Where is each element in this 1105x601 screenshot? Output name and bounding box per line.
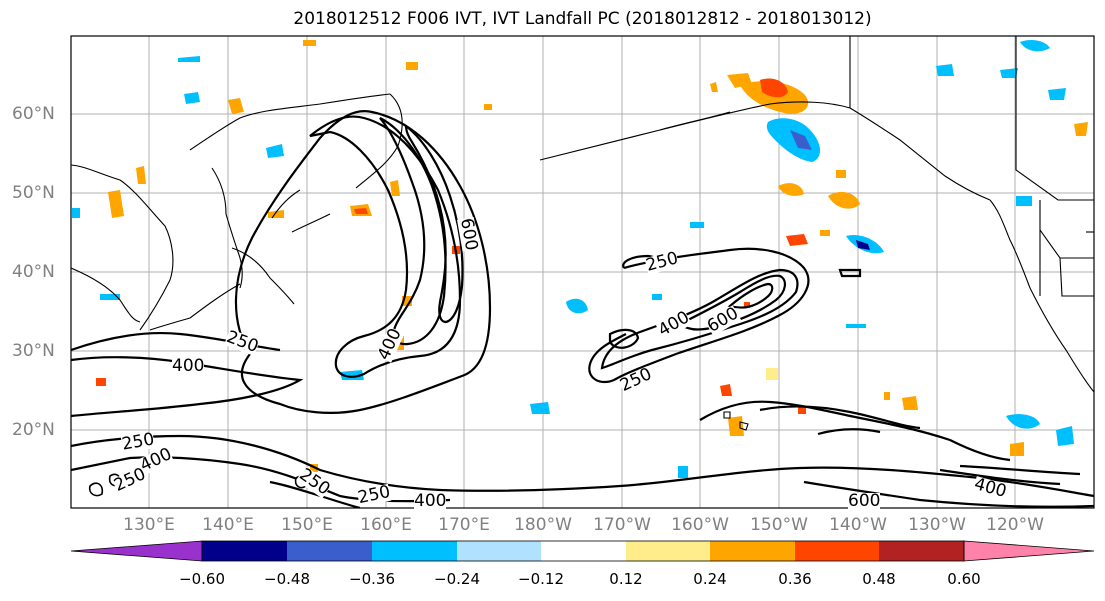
lon-label-170w: 170°W [593, 515, 651, 535]
coastlines [71, 36, 1094, 431]
contour-label: 400 [172, 356, 205, 376]
lon-label-150e: 150°E [281, 515, 333, 535]
colorbar-tick: −0.12 [518, 570, 564, 588]
colorbar-tick: −0.48 [264, 570, 310, 588]
colorbar-seg-10 [963, 540, 1095, 562]
lon-label-180w: 180°W [514, 515, 572, 535]
colorbar-seg-8 [795, 541, 879, 561]
lon-label-120w: 120°W [986, 515, 1044, 535]
lon-label-130w: 130°W [908, 515, 966, 535]
lon-label-150w: 150°W [750, 515, 808, 535]
colorbar-tick: 0.24 [693, 570, 727, 588]
colorbar-seg-3 [372, 541, 457, 561]
colorbar [70, 540, 1095, 562]
lon-label-160w: 160°W [671, 515, 729, 535]
contour-label: 600 [848, 491, 881, 511]
colorbar-seg-6 [626, 541, 710, 561]
colorbar-seg-9 [879, 541, 964, 561]
lat-label-60n: 60°N [12, 104, 55, 124]
lat-label-30n: 30°N [12, 341, 55, 361]
colorbar-seg-2 [287, 541, 372, 561]
colorbar-seg-7 [710, 541, 795, 561]
map-title: 2018012512 F006 IVT, IVT Landfall PC (20… [293, 9, 872, 29]
colorbar-tick: 0.60 [947, 570, 981, 588]
lat-label-20n: 20°N [12, 420, 55, 440]
colorbar-frame [201, 540, 965, 562]
colorbar-tick: 0.48 [862, 570, 896, 588]
contour-label: 400 [414, 491, 447, 511]
colorbar-seg-5 [541, 541, 626, 561]
colorbar-tick: −0.24 [434, 570, 480, 588]
ivt-contours [71, 110, 1094, 508]
lon-label-140w: 140°W [829, 515, 887, 535]
colorbar-tick: −0.36 [349, 570, 395, 588]
colorbar-seg-0 [70, 540, 203, 562]
lon-label-160e: 160°E [360, 515, 412, 535]
lon-label-130e: 130°E [123, 515, 175, 535]
colorbar-seg-1 [202, 541, 287, 561]
lon-label-170e: 170°E [438, 515, 490, 535]
map-frame [70, 35, 1095, 509]
lat-label-50n: 50°N [12, 183, 55, 203]
landfall-pc-shading [72, 40, 1088, 478]
colorbar-seg-4 [457, 541, 541, 561]
colorbar-tick: −0.60 [179, 570, 225, 588]
colorbar-tick: 0.12 [609, 570, 643, 588]
gridlines [71, 36, 1094, 508]
contour-label: 600 [456, 216, 482, 253]
colorbar-tick: 0.36 [778, 570, 812, 588]
lat-label-40n: 40°N [12, 262, 55, 282]
lon-label-140e: 140°E [202, 515, 254, 535]
